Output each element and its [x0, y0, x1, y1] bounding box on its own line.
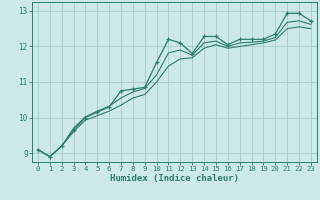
X-axis label: Humidex (Indice chaleur): Humidex (Indice chaleur): [110, 174, 239, 183]
